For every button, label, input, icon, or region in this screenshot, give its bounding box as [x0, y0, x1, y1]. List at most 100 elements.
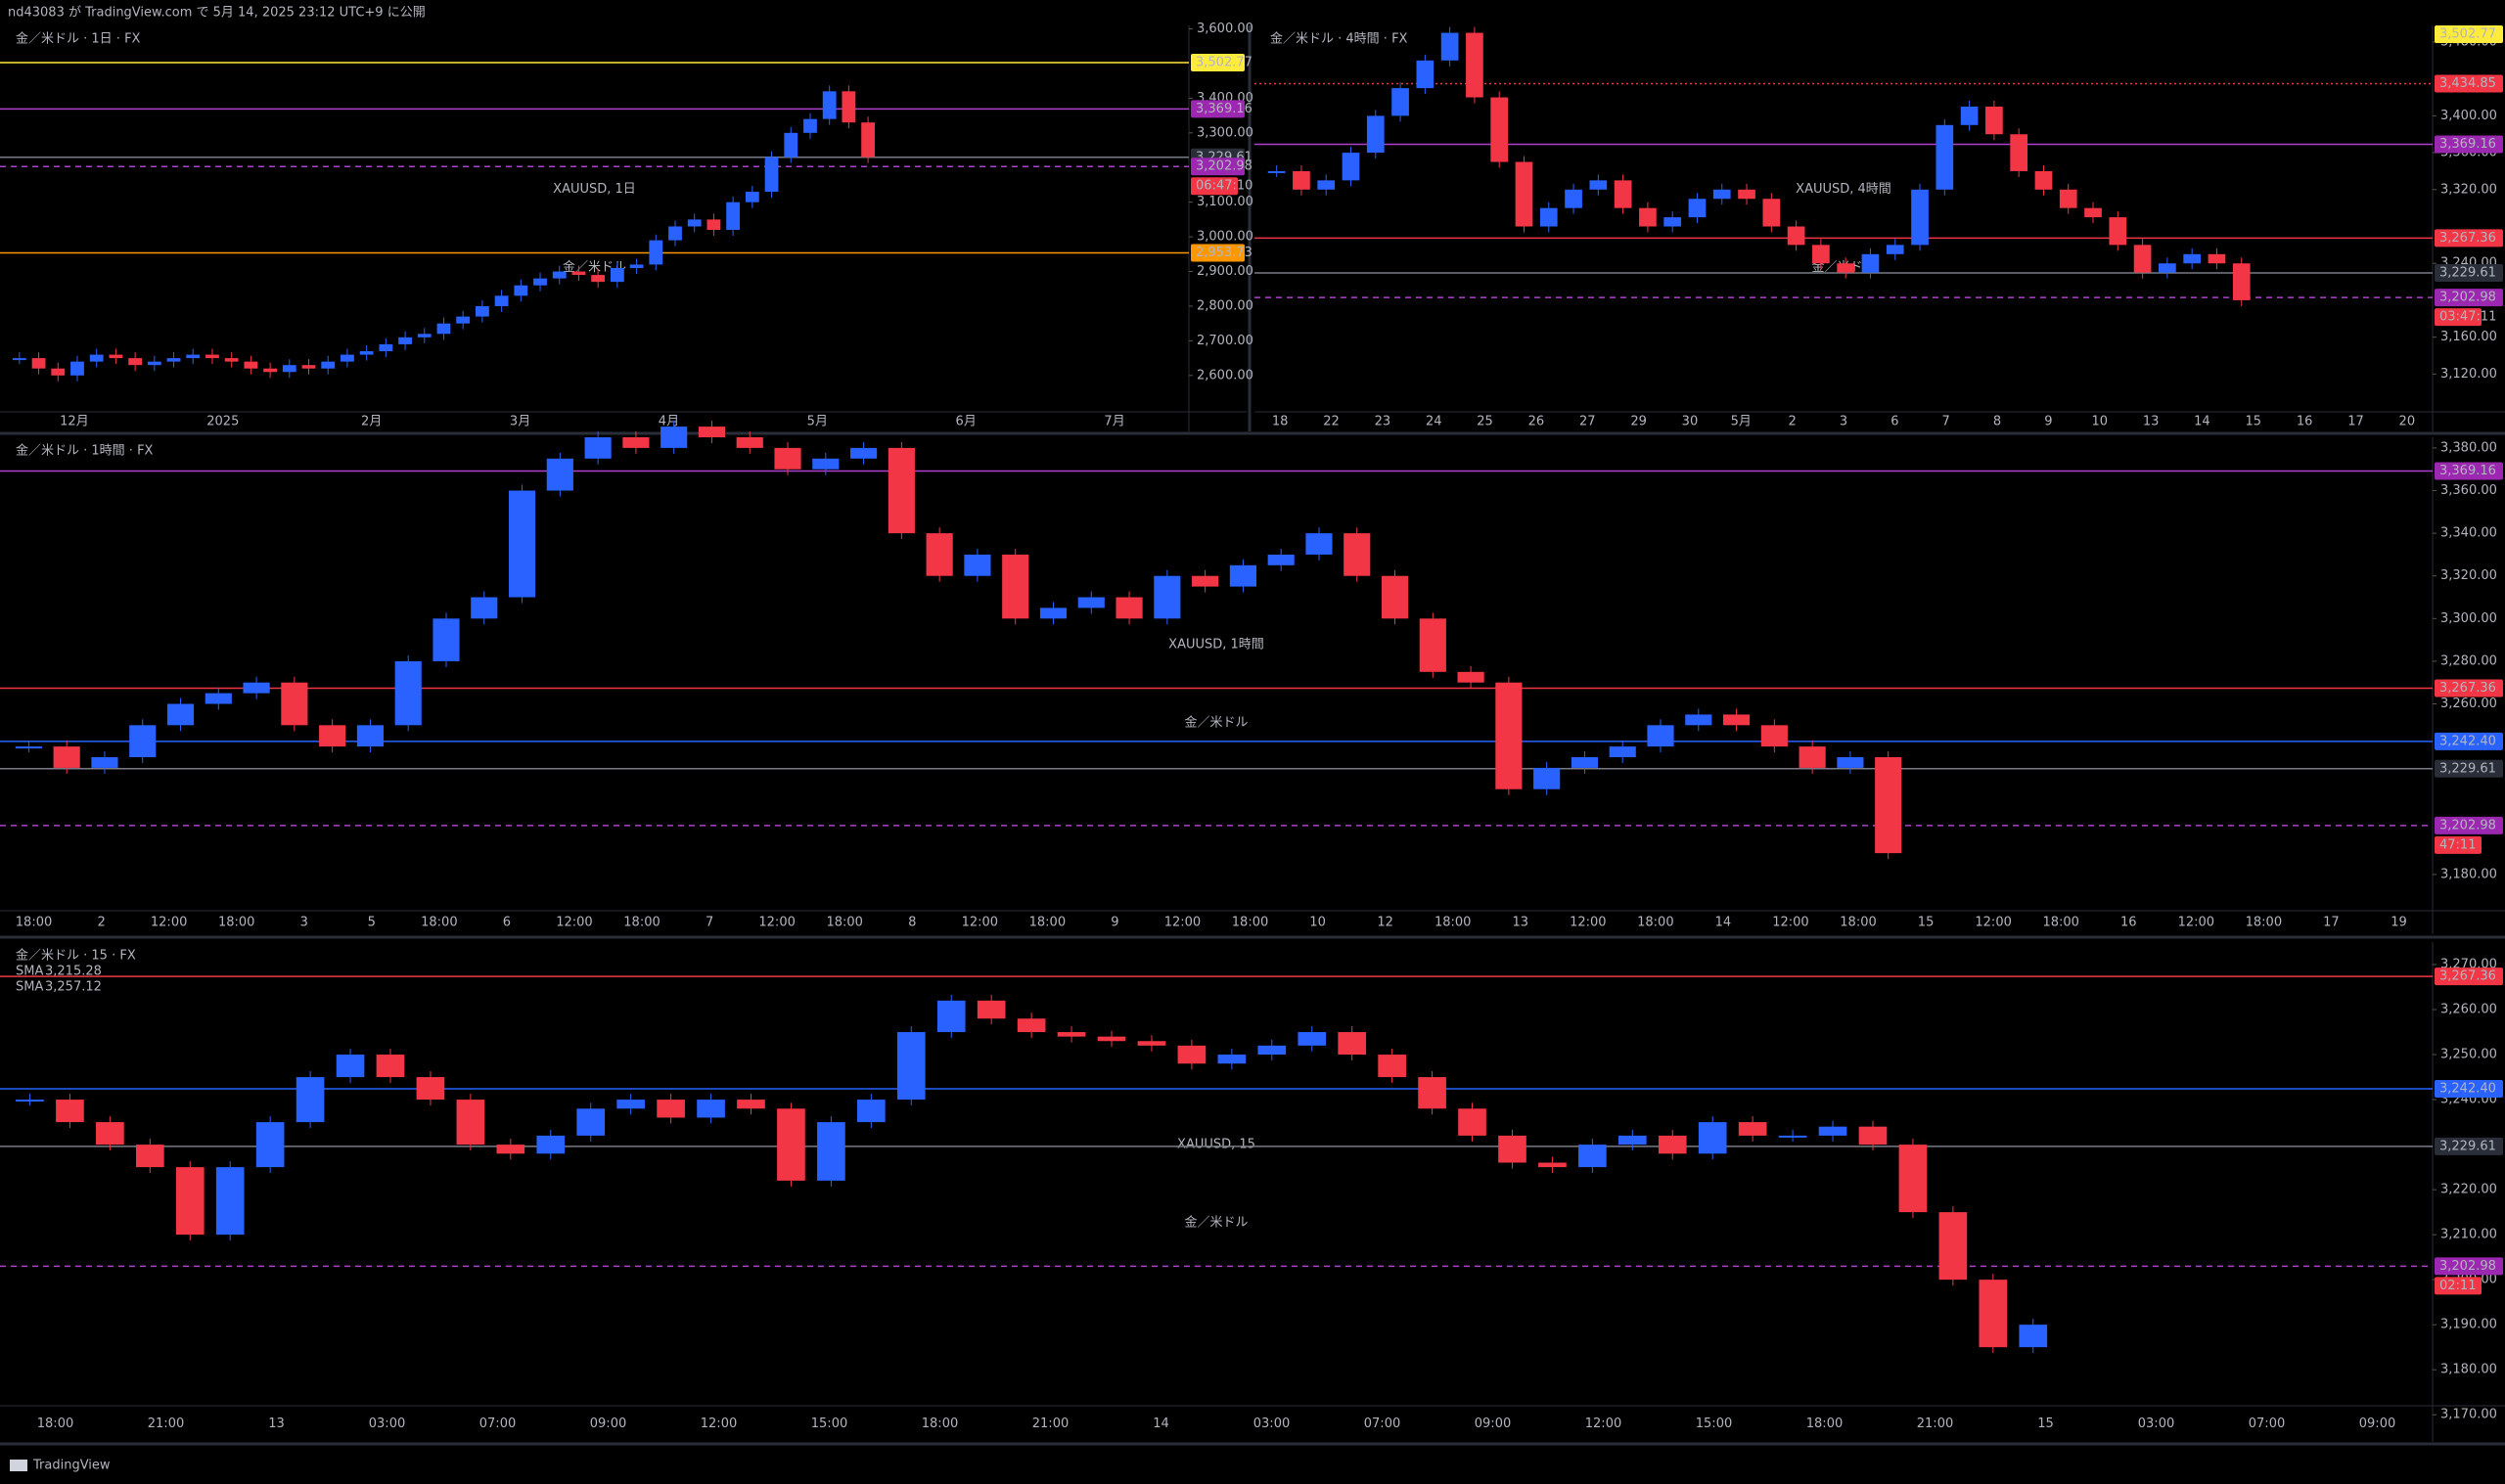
x-tick-label: 15:00	[811, 1417, 847, 1431]
x-tick-label: 24	[1426, 415, 1442, 429]
candle	[215, 1167, 245, 1236]
candle	[436, 323, 451, 335]
y-tick-label: 3,360.00	[2440, 483, 2497, 498]
candle	[1698, 1122, 1727, 1154]
candle	[1378, 1055, 1406, 1078]
candle	[777, 1108, 805, 1181]
candle	[1267, 554, 1295, 565]
brand-logo	[10, 1460, 27, 1471]
candle	[616, 1100, 645, 1109]
price-label: 3,434.85	[2439, 76, 2496, 91]
candle	[508, 490, 536, 598]
candle	[1985, 106, 2003, 135]
x-tick-label: 14	[1153, 1417, 1169, 1431]
candle	[1217, 1055, 1247, 1064]
y-tick-label: 3,170.00	[2440, 1408, 2497, 1422]
candle	[1293, 170, 1310, 190]
x-tick-label: 13	[1512, 916, 1528, 930]
candle	[2084, 207, 2102, 218]
x-tick-label: 18:00	[922, 1417, 958, 1431]
price-label: 3,267.36	[2439, 969, 2496, 984]
x-tick-label: 12:00	[1585, 1417, 1621, 1431]
x-tick-label: 13	[2143, 415, 2160, 429]
candle	[784, 132, 798, 157]
y-tick-label: 3,340.00	[2440, 526, 2497, 541]
candle	[533, 278, 547, 286]
candle	[341, 354, 354, 362]
candle	[536, 1135, 566, 1154]
legend-name: SMA	[16, 965, 43, 979]
candle	[1515, 161, 1533, 227]
candle	[817, 1122, 845, 1181]
candle	[224, 358, 239, 362]
y-tick-label: 3,190.00	[2440, 1318, 2497, 1332]
candle	[1722, 714, 1751, 726]
x-tick-label: 12:00	[1164, 916, 1201, 930]
candle	[1565, 189, 1582, 208]
x-tick-label: 18:00	[1232, 916, 1268, 930]
candle	[936, 1000, 966, 1033]
y-tick-label: 3,180.00	[2440, 1363, 2497, 1377]
candle	[31, 358, 46, 369]
x-tick-label: 5	[368, 916, 376, 930]
y-tick-label: 3,380.00	[2440, 440, 2497, 455]
candle	[546, 458, 573, 491]
candle	[243, 682, 270, 694]
candle	[1298, 1032, 1327, 1046]
x-tick-label: 07:00	[479, 1417, 516, 1431]
candle	[1440, 32, 1459, 61]
candle	[1490, 97, 1509, 162]
candle	[1647, 725, 1674, 747]
candle	[1381, 575, 1409, 619]
price-label-box	[2435, 74, 2503, 93]
candle	[1617, 1135, 1647, 1146]
x-tick-label: 18:00	[1435, 916, 1471, 930]
candle	[1738, 189, 1755, 200]
candle	[433, 618, 460, 661]
x-tick-label: 18:00	[37, 1417, 73, 1431]
x-tick-label: 07:00	[1364, 1417, 1400, 1431]
candle	[319, 725, 346, 747]
candle	[842, 91, 856, 123]
y-tick-label: 3,250.00	[2440, 1048, 2497, 1062]
price-label: 3,229.61	[2439, 266, 2496, 281]
watermark-name: 金／米ドル	[1184, 1215, 1248, 1231]
price-label-box	[1191, 100, 1245, 118]
watermark-symbol: XAUUSD, 1日	[553, 182, 636, 197]
x-tick-label: 2月	[361, 415, 382, 429]
candle	[1799, 746, 1826, 768]
candle	[70, 361, 84, 376]
price-label-box	[2435, 759, 2503, 778]
candle	[812, 458, 840, 470]
candle	[51, 368, 66, 376]
candle	[205, 354, 219, 359]
x-tick-label: 27	[1579, 415, 1596, 429]
candle	[745, 192, 759, 202]
candle	[1457, 671, 1484, 683]
x-tick-label: 29	[1630, 415, 1647, 429]
x-tick-label: 12:00	[758, 916, 795, 930]
x-tick-label: 16	[2120, 916, 2137, 930]
candle	[803, 118, 817, 133]
countdown-box	[1191, 177, 1238, 196]
candle	[622, 437, 650, 448]
candle	[1960, 106, 1979, 125]
price-label: 3,369.16	[2439, 464, 2496, 478]
candle	[1257, 1045, 1287, 1056]
candle	[109, 354, 123, 359]
y-tick-label: 2,900.00	[1197, 264, 1253, 279]
y-tick-label: 3,260.00	[2440, 1003, 2497, 1017]
y-tick-label: 3,600.00	[1197, 22, 1253, 36]
legend-value: 3,215.28	[45, 965, 102, 979]
candle	[205, 693, 232, 704]
x-tick-label: 18:00	[16, 916, 52, 930]
y-tick-label: 3,100.00	[1197, 195, 1253, 209]
price-label: 3,202.98	[2439, 291, 2496, 305]
countdown-box	[2435, 308, 2482, 327]
candle	[1458, 1108, 1486, 1136]
price-label: 3,267.36	[2439, 681, 2496, 696]
x-tick-label: 3	[1840, 415, 1847, 429]
